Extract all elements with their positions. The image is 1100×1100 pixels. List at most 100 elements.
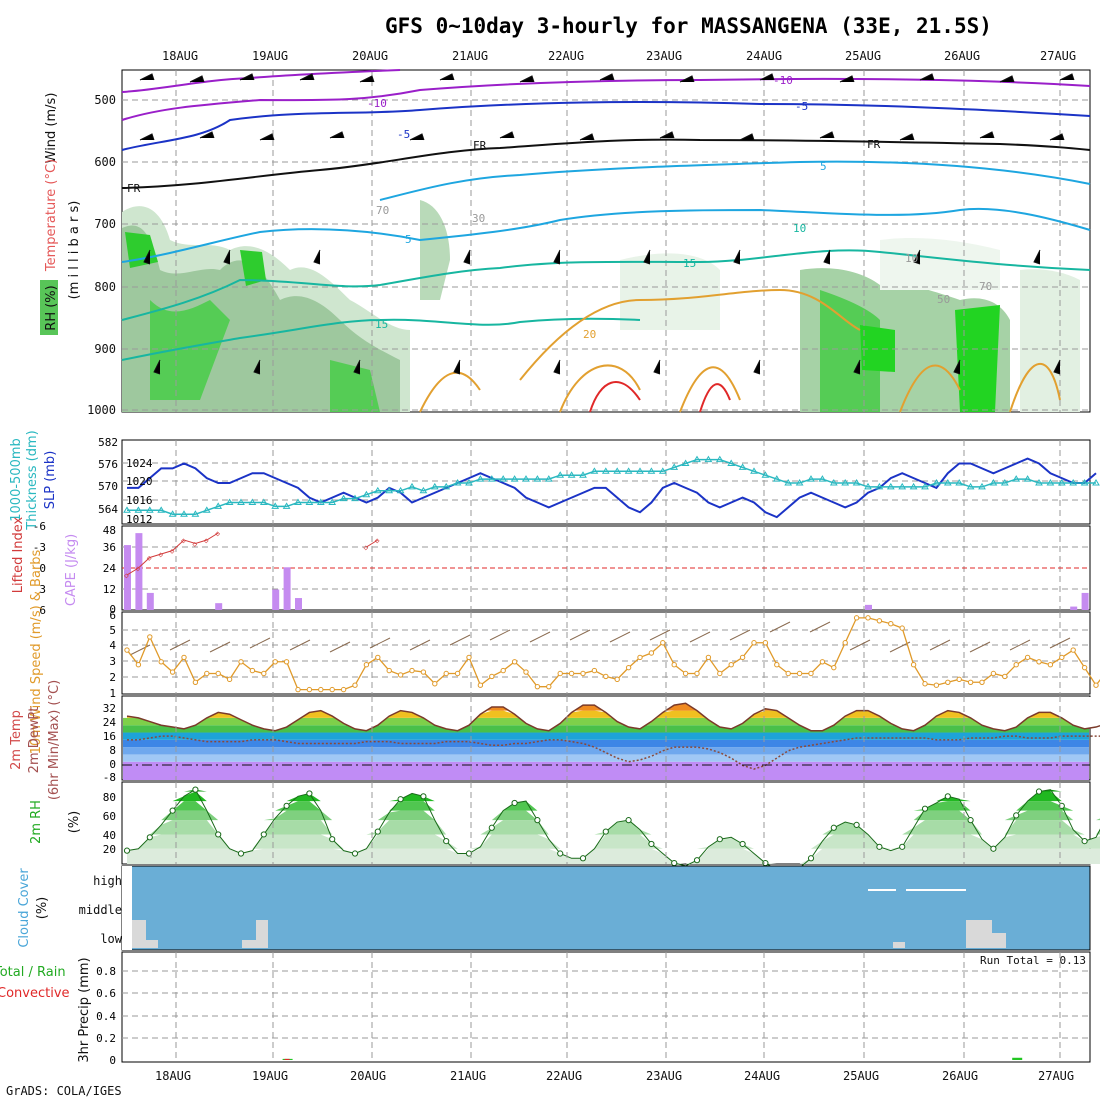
temp-band: [123, 754, 1089, 762]
bottom-x-tick: 26AUG: [942, 1069, 978, 1083]
rh-point: [192, 786, 199, 793]
thickness-point: [1080, 479, 1089, 486]
thickness-tick: 564: [98, 503, 118, 516]
temp-tick: -8: [103, 771, 116, 784]
li-label: Lifted Index: [11, 516, 26, 593]
wind-speed-point: [1013, 662, 1019, 668]
contour-label: 30: [472, 212, 485, 225]
wind-speed-point: [660, 640, 666, 646]
temp-line: [126, 702, 1100, 732]
top-x-tick: 24AUG: [746, 49, 782, 63]
upper-y-tick: 700: [94, 217, 116, 231]
millibars-label: (m i l l i b a r s): [67, 201, 82, 300]
wind-speed-point: [865, 615, 871, 621]
thickness-tick: 570: [98, 480, 118, 493]
thickness-point: [658, 467, 667, 474]
contour-label: 70: [979, 280, 992, 293]
precip-convective-bar: [284, 1058, 290, 1060]
rh-point: [374, 828, 381, 835]
wind-speed-point: [557, 670, 563, 677]
contour-label: 10: [905, 252, 918, 265]
rh-point: [351, 850, 359, 857]
precip-convective-label: Convective: [0, 986, 70, 1001]
wind-speed-point: [124, 647, 130, 653]
thickness-point: [818, 475, 827, 482]
wind-speed-point: [238, 659, 244, 665]
thickness-point: [1023, 475, 1032, 482]
thickness-point: [385, 486, 394, 494]
cape-bar: [135, 533, 143, 610]
cloud-cover-label: Cloud Cover: [17, 868, 32, 948]
contour-label: 15: [683, 257, 696, 270]
wind-speed-point: [192, 679, 199, 685]
rh-point: [443, 838, 450, 845]
rh-point: [602, 828, 609, 835]
thickness-point: [442, 482, 451, 490]
thickness-point: [1000, 479, 1009, 486]
thickness-point: [305, 498, 314, 505]
pressure-panel: 582 576 570 564 1024 1020 1016 1012 1000…: [9, 430, 1100, 531]
rh-point: [739, 840, 746, 848]
rh-point: [1035, 788, 1043, 795]
thickness-point: [556, 471, 565, 478]
top-x-tick: 25AUG: [845, 49, 881, 63]
thickness-point: [601, 467, 610, 474]
wind-speed-point: [580, 670, 586, 677]
rh2m-label: 2m RH: [29, 800, 44, 844]
temp-tick: 0: [109, 758, 116, 771]
wind-speed-point: [842, 640, 848, 646]
wind-tick: 6: [109, 609, 116, 622]
temp-warm-fill: [127, 710, 1100, 718]
cape-bar: [283, 567, 291, 610]
thickness-point: [465, 479, 473, 486]
temp-band: [123, 732, 1089, 740]
wind-speed-point: [363, 662, 370, 668]
thickness-point: [738, 463, 747, 470]
wind-speed-point: [603, 673, 609, 680]
rh-point: [876, 843, 883, 850]
upper-y-tick: 1000: [87, 403, 116, 417]
cape-bar: [1070, 606, 1078, 610]
rh-point: [123, 847, 131, 854]
wind-speed-point: [204, 670, 210, 677]
thickness-point: [191, 510, 200, 517]
wind-speed-point: [454, 670, 461, 677]
cape-bar: [272, 589, 280, 610]
precip-tick: 0.4: [96, 1010, 116, 1023]
thickness-point: [339, 494, 348, 502]
wind-speed-label: 10m Wind Speed (m/s) & Barbs: [29, 549, 44, 754]
rh-point: [146, 834, 153, 841]
li-tick: -6: [33, 520, 46, 533]
wind-speed-point: [933, 682, 940, 688]
wind-tick: 1: [109, 687, 116, 700]
wind-speed-point: [1036, 659, 1042, 665]
li-tick: 3: [39, 583, 46, 596]
thickness-point: [784, 479, 793, 486]
wind-speed-point: [261, 670, 267, 677]
wind-speed-point: [489, 673, 495, 680]
cape-bar: [124, 545, 131, 610]
wind-speed-point: [808, 670, 814, 677]
rh-point: [169, 807, 176, 814]
rh-unit-label: (%): [67, 811, 82, 834]
temperature-label: Temperature (°C): [44, 159, 59, 272]
rh-point: [534, 817, 541, 824]
wind-speed-point: [717, 670, 723, 677]
thickness-point: [750, 467, 758, 474]
rh-point: [967, 817, 974, 824]
thickness-point: [1057, 479, 1066, 486]
thickness-point: [430, 482, 439, 490]
thickness-point: [180, 510, 188, 517]
bottom-x-tick: 20AUG: [350, 1069, 386, 1083]
thickness-point: [123, 506, 131, 513]
thickness-point: [362, 490, 371, 498]
thickness-point: [1046, 479, 1055, 486]
slp-tick: 1016: [126, 494, 153, 507]
temp-tick: 16: [103, 730, 116, 743]
humidity-panel: 80 60 40 20 2m RH (%): [29, 781, 1100, 875]
li-line: [366, 539, 379, 548]
cape-tick: 36: [103, 541, 116, 554]
rh-point: [488, 824, 495, 831]
wind-speed-point: [500, 667, 506, 674]
precipitation-panel: Run Total = 0.13 0.8 0.6 0.4 0.2 0 Total…: [0, 951, 1091, 1067]
